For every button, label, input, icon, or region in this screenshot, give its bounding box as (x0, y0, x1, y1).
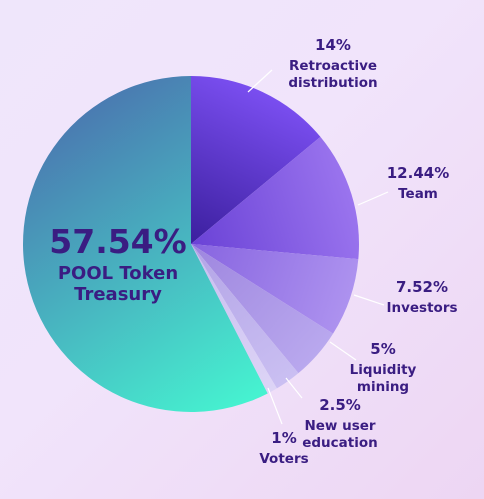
slice-name-label: distribution (288, 75, 377, 91)
pie-slice-liquidity-mining (191, 244, 334, 374)
pie-slice-voters (191, 244, 277, 394)
slice-name-label: Voters (259, 451, 308, 467)
slice-name-label: Treasury (74, 284, 162, 305)
leader-line (267, 387, 283, 425)
slice-value-label: 14% (315, 36, 351, 54)
slice-name-label: POOL Token (58, 263, 178, 284)
slice-value-label: 5% (370, 340, 395, 358)
leader-line (357, 191, 389, 206)
slice-name-label: New user (304, 418, 375, 434)
slice-value-label: 7.52% (396, 278, 448, 296)
slice-name-label: Team (398, 186, 438, 202)
slice-label: 12.44% Team (387, 164, 449, 202)
slice-value-label: 1% (271, 429, 296, 447)
leader-line (285, 377, 303, 399)
slice-name-label: Investors (386, 300, 457, 316)
slice-label: 1% Voters (259, 429, 308, 467)
pie-slice-investors (191, 244, 359, 334)
pie-slice-retroactive-distribution (191, 76, 321, 244)
slice-label: 7.52% Investors (386, 278, 457, 316)
slice-name-label: education (302, 435, 378, 451)
leader-line (329, 341, 357, 361)
pie-slice-team (191, 136, 360, 260)
slice-value-label: 2.5% (319, 396, 361, 414)
slice-value-label: 12.44% (387, 164, 449, 182)
slice-name-label: mining (357, 379, 409, 395)
pie-slice-new-user-education (191, 244, 299, 389)
slice-value-label: 57.54% (49, 222, 186, 261)
leader-line (353, 294, 385, 306)
slice-name-label: Retroactive (289, 58, 377, 74)
leader-line (247, 69, 273, 93)
pie-slice-pool-token-treasury (23, 76, 268, 412)
slice-name-label: Liquidity (350, 362, 417, 378)
